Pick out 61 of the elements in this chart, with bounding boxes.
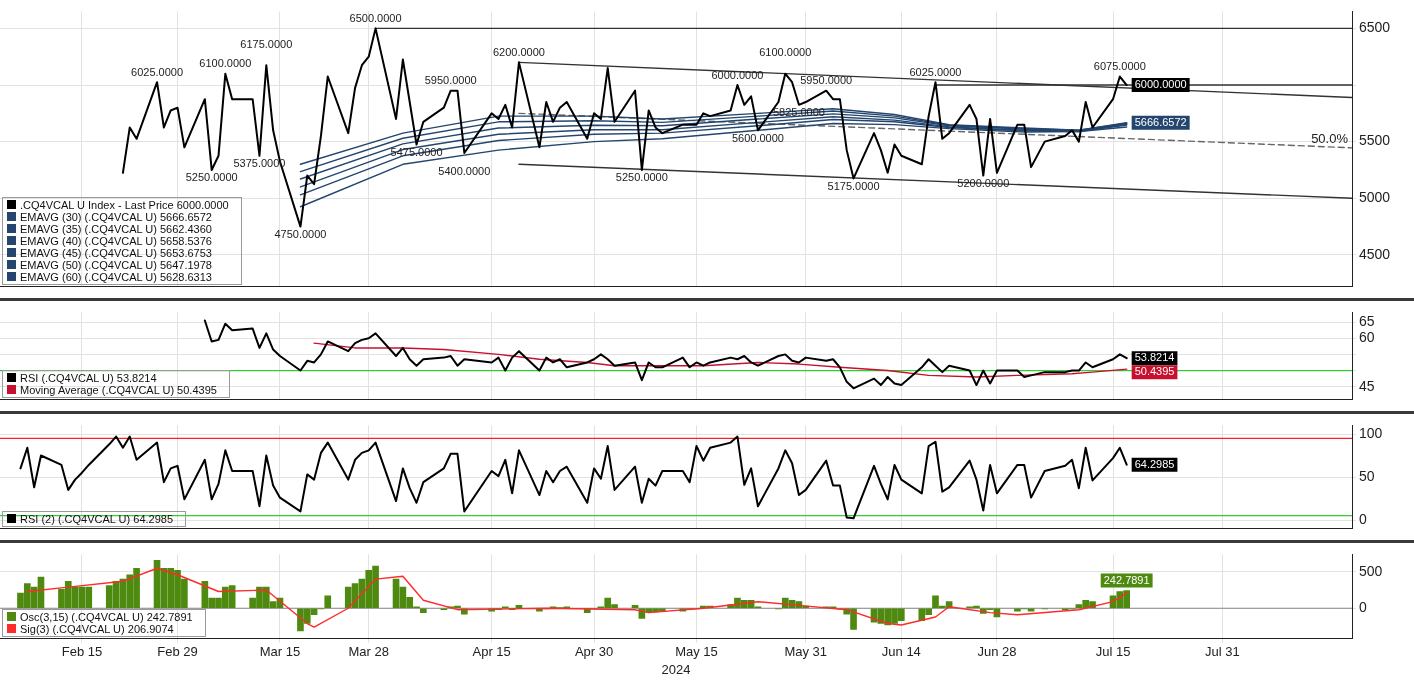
- data-label: 4750.0000: [274, 228, 327, 241]
- y-tick-label: 6500: [1359, 19, 1391, 36]
- y-tick-label: 50: [1359, 467, 1375, 484]
- legend-label: EMAVG (30) (.CQ4VCAL U) 5666.6572: [20, 210, 213, 223]
- data-label: 6200.0000: [492, 45, 545, 58]
- data-label: 5600.0000: [731, 131, 784, 144]
- x-tick-label: May 15: [675, 644, 718, 660]
- data-label: 6075.0000: [1093, 60, 1146, 73]
- x-tick-label: Jul 15: [1095, 644, 1131, 660]
- legend-label: EMAVG (40) (.CQ4VCAL U) 5658.5376: [20, 234, 213, 247]
- annotation: 50.0%: [1311, 130, 1349, 146]
- data-label: 6000.0000: [711, 68, 764, 81]
- x-tick-label: Jun 28: [977, 644, 1017, 660]
- x-tick-label: Apr 30: [574, 644, 614, 660]
- data-label: 6000.0000: [1134, 78, 1187, 91]
- legend-label: RSI (2) (.CQ4VCAL U) 64.2985: [20, 512, 174, 525]
- x-tick-label: Mar 15: [259, 644, 301, 660]
- y-tick-label: 500: [1359, 562, 1383, 579]
- y-tick-label: 5000: [1359, 189, 1391, 206]
- legend-label: RSI (.CQ4VCAL U) 53.8214: [20, 371, 158, 384]
- y-tick-label: 65: [1359, 312, 1375, 329]
- x-tick-label: May 31: [784, 644, 828, 660]
- data-label: 5950.0000: [424, 74, 477, 87]
- data-label: 6175.0000: [240, 37, 293, 50]
- legend-label: EMAVG (60) (.CQ4VCAL U) 5628.6313: [20, 270, 213, 283]
- legend-label: Osc(3,15) (.CQ4VCAL U) 242.7891: [20, 610, 193, 623]
- legend-label: EMAVG (45) (.CQ4VCAL U) 5653.6753: [20, 246, 213, 259]
- x-tick-label: Jul 31: [1204, 644, 1240, 660]
- data-label: 64.2985: [1134, 457, 1175, 470]
- y-tick-label: 5500: [1359, 132, 1391, 149]
- data-label: 6025.0000: [131, 65, 184, 78]
- y-tick-label: 100: [1359, 424, 1383, 441]
- x-axis-title: 2024: [661, 661, 691, 677]
- data-label: 242.7891: [1103, 573, 1150, 586]
- data-label: 5250.0000: [185, 171, 238, 184]
- x-tick-label: Mar 28: [348, 644, 389, 660]
- data-label: 6025.0000: [909, 65, 962, 78]
- legend-label: Sig(3) (.CQ4VCAL U) 206.9074: [20, 622, 175, 635]
- y-tick-label: 0: [1359, 599, 1367, 616]
- legend-label: .CQ4VCAL U Index - Last Price 6000.0000: [20, 198, 229, 211]
- data-label: 53.8214: [1134, 351, 1175, 364]
- y-tick-label: 4500: [1359, 245, 1391, 262]
- x-tick-label: Feb 15: [61, 644, 103, 660]
- x-tick-label: Jun 14: [881, 644, 921, 660]
- y-tick-label: 45: [1359, 377, 1375, 394]
- data-label: 5400.0000: [438, 165, 491, 178]
- data-label: 50.4395: [1134, 365, 1175, 378]
- x-tick-label: Apr 15: [472, 644, 511, 660]
- x-tick-label: Feb 29: [157, 644, 198, 660]
- data-label: 5250.0000: [615, 171, 668, 184]
- legend-label: Moving Average (.CQ4VCAL U) 50.4395: [20, 383, 217, 396]
- data-label: 5950.0000: [800, 74, 853, 87]
- y-tick-label: 0: [1359, 510, 1367, 527]
- data-label: 6100.0000: [199, 57, 252, 70]
- legend-label: EMAVG (35) (.CQ4VCAL U) 5662.4360: [20, 222, 213, 235]
- data-label: 5666.6572: [1134, 115, 1187, 128]
- data-label: 5175.0000: [827, 179, 880, 192]
- y-tick-label: 60: [1359, 329, 1375, 346]
- legend-label: EMAVG (50) (.CQ4VCAL U) 5647.1978: [20, 258, 213, 271]
- data-label: 6100.0000: [759, 46, 812, 59]
- data-label: 6500.0000: [349, 11, 402, 24]
